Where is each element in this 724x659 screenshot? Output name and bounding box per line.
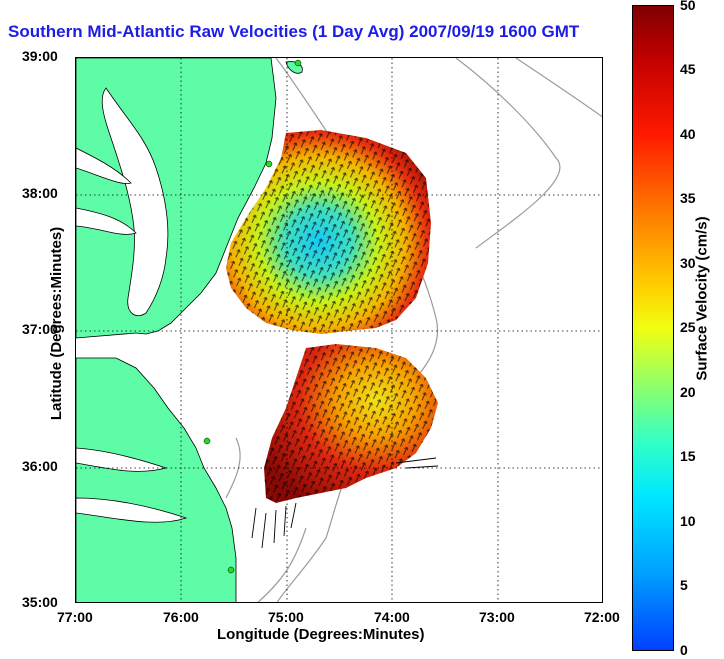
colorbar-tick: 50 bbox=[680, 0, 696, 13]
colorbar-tick: 30 bbox=[680, 255, 696, 271]
ytick-label: 38:00 bbox=[22, 185, 58, 201]
velocity-vectors-north bbox=[226, 130, 431, 334]
y-axis-label: Latitude (Degrees:Minutes) bbox=[48, 226, 66, 421]
velocity-vectors-south bbox=[264, 344, 438, 503]
map-canvas bbox=[76, 58, 602, 602]
map-title: Southern Mid-Atlantic Raw Velocities (1 … bbox=[8, 22, 580, 41]
chesapeake-bay bbox=[76, 87, 188, 523]
colorbar-tick: 0 bbox=[680, 642, 688, 658]
colorbar-tick: 35 bbox=[680, 190, 696, 206]
colorbar bbox=[632, 5, 674, 651]
xtick-label: 72:00 bbox=[584, 609, 620, 625]
colorbar-tick: 10 bbox=[680, 513, 696, 529]
colorbar-tick: 25 bbox=[680, 319, 696, 335]
grid-lines bbox=[76, 58, 602, 602]
xtick-label: 74:00 bbox=[374, 609, 410, 625]
colorbar-tick: 5 bbox=[680, 577, 688, 593]
colorbar-tick: 40 bbox=[680, 126, 696, 142]
ytick-label: 37:00 bbox=[22, 321, 58, 337]
xtick-label: 77:00 bbox=[57, 609, 93, 625]
ytick-label: 36:00 bbox=[22, 458, 58, 474]
ytick-label: 35:00 bbox=[22, 594, 58, 610]
ytick-label: 39:00 bbox=[22, 48, 58, 64]
map-plot-area bbox=[75, 57, 603, 603]
x-axis-label: Longitude (Degrees:Minutes) bbox=[217, 626, 425, 643]
colorbar-tick: 20 bbox=[680, 384, 696, 400]
colorbar-tick: 45 bbox=[680, 61, 696, 77]
velocity-vectors-tail bbox=[251, 457, 439, 549]
station-markers bbox=[203, 59, 302, 574]
colorbar-tick: 15 bbox=[680, 448, 696, 464]
xtick-label: 73:00 bbox=[479, 609, 515, 625]
land-mass bbox=[76, 58, 303, 602]
bathymetry-contours bbox=[225, 58, 602, 602]
xtick-label: 76:00 bbox=[163, 609, 199, 625]
xtick-label: 75:00 bbox=[268, 609, 304, 625]
colorbar-label: Surface Velocity (cm/s) bbox=[693, 216, 711, 381]
